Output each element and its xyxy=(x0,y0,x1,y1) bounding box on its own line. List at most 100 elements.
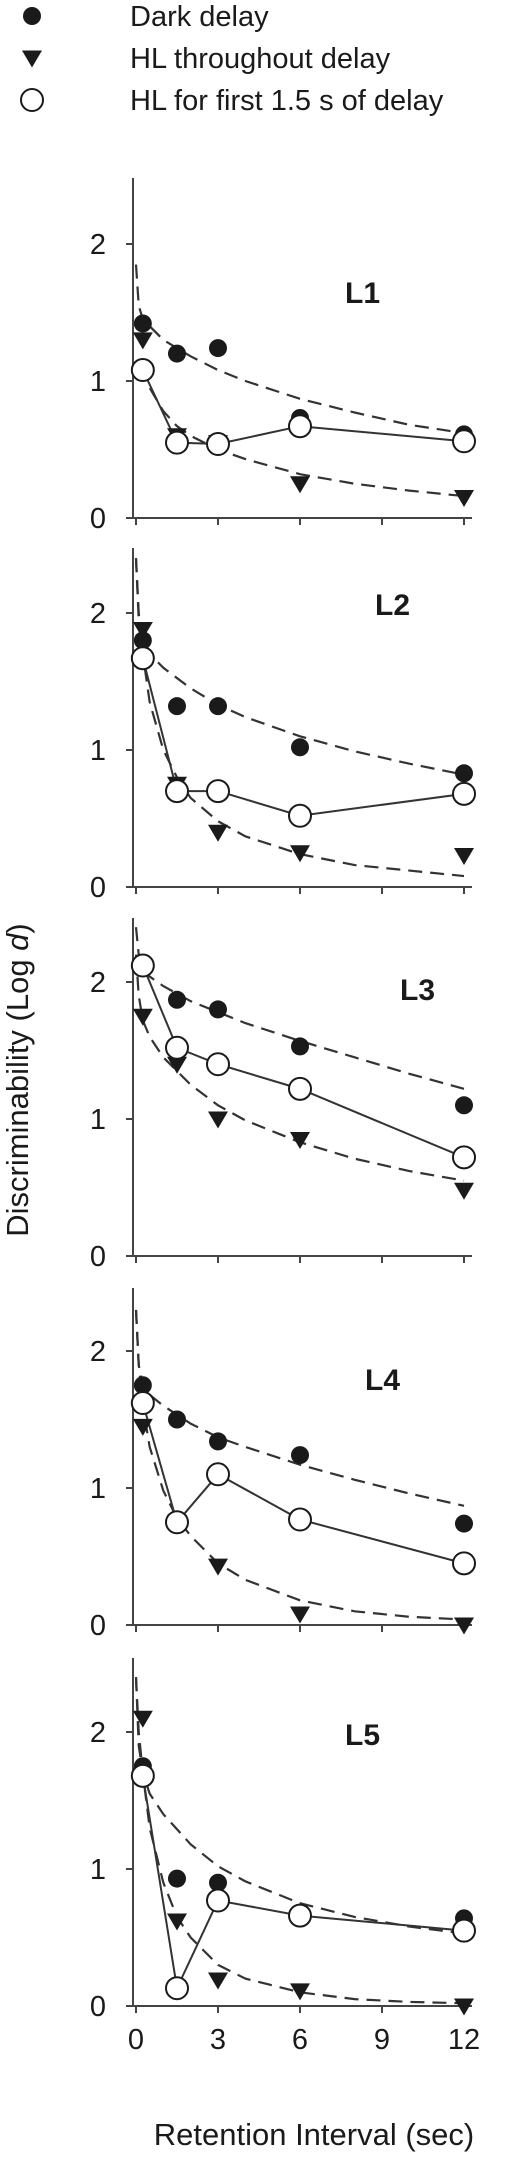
panel-l4: 0 1 2 L4 xyxy=(90,1288,476,1642)
y-tick-label: 1 xyxy=(90,1854,106,1886)
data-point-dark xyxy=(168,1410,186,1429)
legend-entry: HL throughout delay xyxy=(22,43,391,75)
legend-label: Dark delay xyxy=(130,1,269,33)
data-point-hl_first xyxy=(288,1507,312,1532)
y-tick-label: 2 xyxy=(90,229,106,261)
data-point-hl_first xyxy=(452,1551,476,1576)
y-axis-title: Discriminability (Log d) xyxy=(0,923,35,1237)
legend-entry: Dark delay xyxy=(23,1,269,33)
data-point-hl_first xyxy=(206,432,230,457)
data-point-hl_first xyxy=(165,1510,189,1535)
data-point-hl_first xyxy=(206,1462,230,1487)
x-tick-label: 6 xyxy=(292,2024,308,2056)
data-point-dark xyxy=(168,697,186,716)
data-point-hl_first xyxy=(130,358,155,383)
x-tick-label: 9 xyxy=(374,2024,390,2056)
y-tick-label: 0 xyxy=(90,1991,106,2023)
data-point-hl_first xyxy=(288,1076,312,1101)
data-point-hl_throughout xyxy=(167,1913,187,1931)
data-point-hl_first xyxy=(165,779,189,804)
data-point-dark xyxy=(291,738,309,757)
fit-curve xyxy=(134,264,465,435)
data-point-hl_throughout xyxy=(454,847,474,865)
x-axis-title: Retention Interval (sec) xyxy=(154,2117,474,2152)
data-point-hl_first xyxy=(165,1976,189,2001)
panel-l2: 0 1 2 L2 xyxy=(90,548,476,904)
fit-curve xyxy=(134,1677,465,1935)
panel-l3: 0 1 2 L3 xyxy=(90,918,476,1273)
y-tick-label: 0 xyxy=(90,872,106,904)
data-point-hl_first xyxy=(452,1918,476,1943)
data-point-hl_first xyxy=(130,646,155,671)
panel-label: L4 xyxy=(365,1364,400,1397)
data-point-hl_throughout xyxy=(132,621,153,639)
fit-curve xyxy=(134,558,465,878)
data-point-dark xyxy=(455,764,473,783)
data-point-hl_first xyxy=(130,1391,155,1416)
data-point-hl_first xyxy=(452,429,476,454)
data-point-hl_throughout xyxy=(208,824,228,842)
x-tick-label: 0 xyxy=(128,2024,144,2056)
data-point-hl_throughout xyxy=(290,1606,310,1624)
panel-label: L3 xyxy=(400,974,435,1007)
data-point-hl_first xyxy=(288,803,312,828)
data-point-hl_first xyxy=(206,1888,230,1913)
data-point-hl_first xyxy=(130,1763,155,1788)
y-axis-title-close: ) xyxy=(0,923,35,933)
y-tick-label: 0 xyxy=(90,503,106,535)
legend: Dark delay HL throughout delay HL for firs… xyxy=(20,1,444,117)
fit-curve xyxy=(134,558,465,776)
fit-curve xyxy=(134,954,465,1182)
data-point-dark xyxy=(133,314,152,333)
data-point-dark xyxy=(455,1096,473,1115)
y-tick-label: 2 xyxy=(90,1717,106,1749)
data-point-dark xyxy=(209,1432,227,1451)
series-line-hl_first xyxy=(141,1402,465,1565)
panel-label: L2 xyxy=(375,589,410,622)
legend-label: HL for first 1.5 s of delay xyxy=(130,85,444,117)
data-point-hl_throughout xyxy=(290,476,310,494)
x-tick-label: 3 xyxy=(210,2024,226,2056)
data-point-hl_throughout xyxy=(290,1983,310,2001)
data-point-dark xyxy=(209,1000,227,1019)
data-point-hl_first xyxy=(206,779,230,804)
data-point-hl_throughout xyxy=(290,845,310,863)
data-point-hl_throughout xyxy=(167,1056,187,1074)
legend-label: HL throughout delay xyxy=(130,43,391,75)
data-point-hl_throughout xyxy=(454,489,474,507)
data-point-hl_first xyxy=(288,1903,312,1928)
data-point-hl_throughout xyxy=(132,1418,153,1436)
data-point-dark xyxy=(168,344,186,363)
fit-curve xyxy=(134,927,465,1090)
data-point-dark xyxy=(209,697,227,716)
data-point-hl_throughout xyxy=(132,1008,153,1026)
y-tick-label: 1 xyxy=(90,1473,106,1505)
data-point-dark xyxy=(291,1037,309,1056)
data-point-hl_throughout xyxy=(208,1972,228,1990)
data-point-dark xyxy=(133,1376,152,1395)
data-point-hl_throughout xyxy=(132,332,153,350)
data-point-hl_first xyxy=(130,953,155,978)
data-point-hl_first xyxy=(452,781,476,806)
data-point-hl_throughout xyxy=(208,1558,228,1576)
data-point-dark xyxy=(291,1446,309,1465)
data-point-hl_first xyxy=(165,430,189,455)
fit-curve xyxy=(134,1677,465,2005)
y-tick-label: 2 xyxy=(90,598,106,630)
data-point-hl_first xyxy=(288,414,312,439)
x-tick-label: 12 xyxy=(448,2024,480,2056)
y-tick-label: 2 xyxy=(90,1336,106,1368)
legend-marker-open-circle xyxy=(20,88,44,112)
series-line-hl_first xyxy=(141,1775,465,1992)
panel-l1: 0 1 2 L1 xyxy=(90,178,476,535)
y-tick-label: 1 xyxy=(90,735,106,767)
legend-marker-filled-circle xyxy=(23,7,41,25)
data-point-hl_throughout xyxy=(454,1617,474,1635)
y-axis-title-main: Discriminability (Log xyxy=(0,951,35,1237)
y-tick-label: 1 xyxy=(90,366,106,398)
data-point-dark xyxy=(168,990,186,1009)
data-point-hl_throughout xyxy=(454,1182,474,1200)
